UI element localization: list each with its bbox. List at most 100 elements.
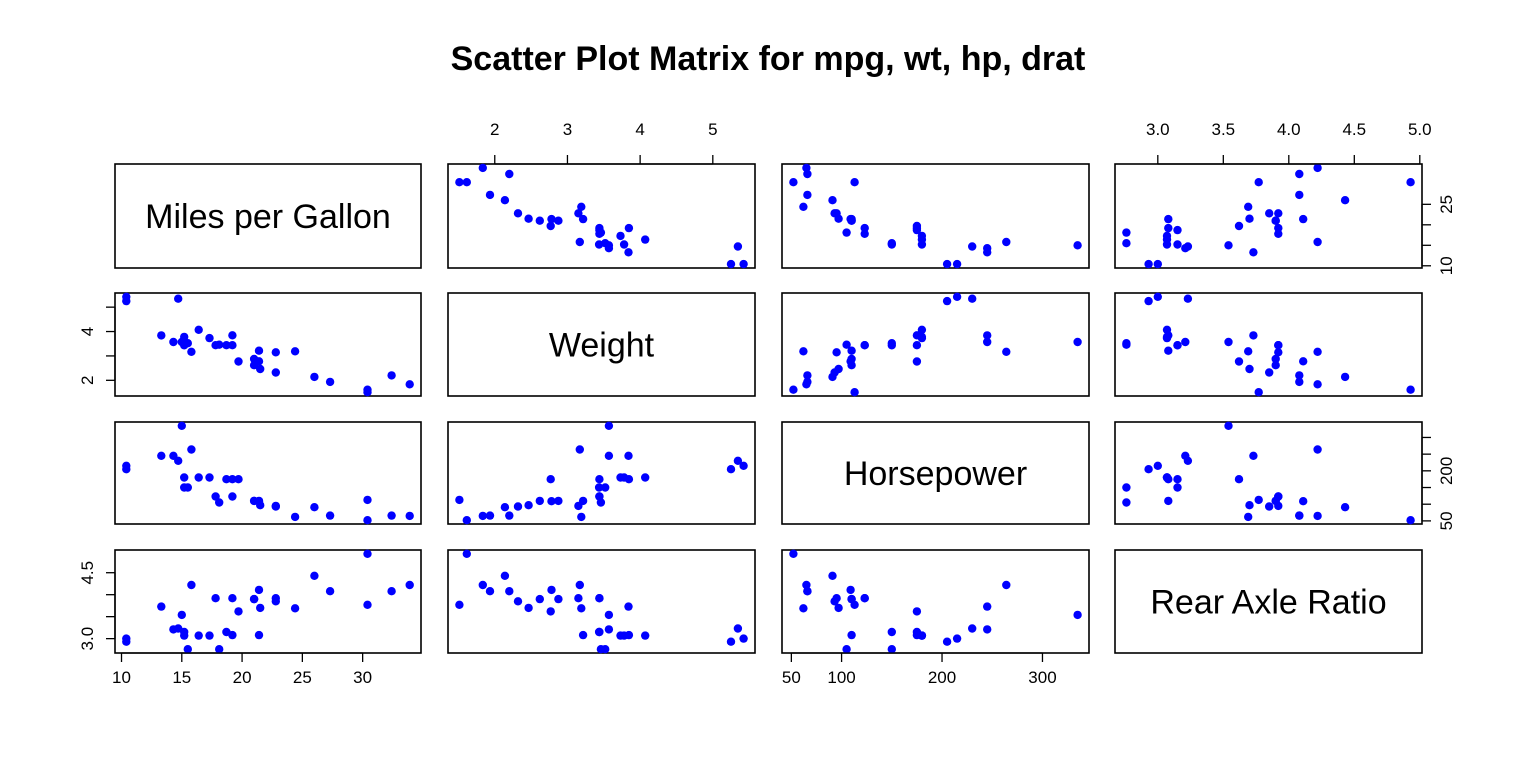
panel-frame <box>781 549 1090 654</box>
data-point <box>254 630 264 640</box>
data-point <box>513 209 523 218</box>
data-point <box>860 341 869 350</box>
panels: Miles per Gallon Weight Horsepower Rear Axl… <box>114 163 1423 654</box>
data-point <box>215 645 224 654</box>
data-point <box>1164 223 1173 233</box>
data-point <box>846 585 855 595</box>
diagonal-label-wt: Weight <box>549 327 655 365</box>
bottom-tick-label-mpg: 10 <box>112 668 131 687</box>
panel-frame <box>447 292 756 397</box>
data-point <box>803 377 812 387</box>
data-point <box>547 214 556 224</box>
data-point <box>842 645 851 654</box>
panel-drat-vs-mpg <box>114 549 422 654</box>
data-point <box>1295 377 1304 387</box>
data-point <box>513 597 523 606</box>
data-point <box>1164 331 1173 340</box>
data-point <box>1295 169 1304 179</box>
data-point <box>1254 495 1263 505</box>
data-point <box>834 364 843 374</box>
data-point <box>1295 371 1304 380</box>
data-point <box>174 456 183 465</box>
data-point <box>271 368 280 377</box>
data-point <box>271 501 280 511</box>
bottom-tick-label-mpg: 15 <box>172 668 191 687</box>
data-point <box>594 483 604 492</box>
data-point <box>405 511 414 521</box>
data-point <box>478 163 487 173</box>
data-point <box>828 196 837 205</box>
data-point <box>1122 498 1131 507</box>
top-tick-label-drat: 3.0 <box>1146 120 1170 139</box>
panel-drat-vs-hp <box>781 549 1090 654</box>
data-point <box>1153 461 1163 470</box>
panel-frame <box>114 292 422 397</box>
panel-frame <box>1114 292 1423 397</box>
data-point <box>1295 511 1304 520</box>
data-point <box>1254 388 1263 397</box>
data-point <box>1144 465 1153 474</box>
data-point <box>577 604 586 613</box>
panel-frame <box>114 549 422 654</box>
data-point <box>847 630 856 640</box>
data-point <box>1406 178 1415 187</box>
data-point <box>789 178 798 187</box>
bottom-tick-label-hp: 200 <box>928 668 956 687</box>
data-point <box>211 594 220 603</box>
data-point <box>574 501 583 511</box>
data-point <box>1271 354 1280 364</box>
panel-hp-vs-hp: Horsepower <box>781 421 1090 525</box>
data-point <box>595 229 604 238</box>
bottom-tick-label-mpg: 25 <box>293 668 312 687</box>
data-point <box>1265 368 1274 377</box>
data-point <box>1313 347 1322 356</box>
data-point <box>1406 385 1415 394</box>
data-point <box>575 580 584 590</box>
data-point <box>1183 242 1193 251</box>
panel-frame <box>447 421 756 525</box>
data-point <box>846 357 855 366</box>
data-point <box>942 637 952 646</box>
panel-drat-vs-wt <box>447 549 756 654</box>
data-point <box>847 346 856 355</box>
data-point <box>860 594 869 603</box>
panel-wt-vs-wt: Weight <box>447 292 756 397</box>
data-point <box>1274 501 1283 511</box>
bottom-tick-label-hp: 100 <box>827 668 855 687</box>
data-point <box>577 512 586 522</box>
data-point <box>256 603 265 613</box>
data-point <box>799 347 808 356</box>
data-point <box>1224 241 1233 250</box>
data-point <box>254 346 264 355</box>
data-point <box>1340 196 1350 205</box>
data-point <box>485 190 495 200</box>
data-point <box>1299 214 1308 224</box>
data-point <box>546 607 555 616</box>
data-point <box>641 473 650 482</box>
data-point <box>211 492 220 501</box>
data-point <box>228 630 237 640</box>
data-point <box>1340 503 1350 512</box>
right-tick-label-hp: 50 <box>1437 511 1456 530</box>
data-point <box>271 348 280 357</box>
data-point <box>180 627 189 637</box>
data-point <box>234 357 243 366</box>
data-point <box>1265 209 1274 218</box>
data-point <box>1249 248 1258 257</box>
data-point <box>1245 214 1254 223</box>
data-point <box>234 607 243 616</box>
top-tick-label-wt: 5 <box>708 120 717 139</box>
data-point <box>1271 216 1280 225</box>
data-point <box>726 259 736 269</box>
data-point <box>535 496 544 506</box>
data-point <box>183 645 192 654</box>
data-point <box>733 624 743 633</box>
panel-hp-vs-wt <box>447 421 756 525</box>
data-point <box>1144 296 1153 306</box>
data-point <box>577 202 586 211</box>
panel-hp-vs-mpg <box>114 421 422 525</box>
data-point <box>828 372 837 382</box>
data-point <box>256 364 265 374</box>
data-point <box>205 333 214 343</box>
data-point <box>1002 237 1011 247</box>
